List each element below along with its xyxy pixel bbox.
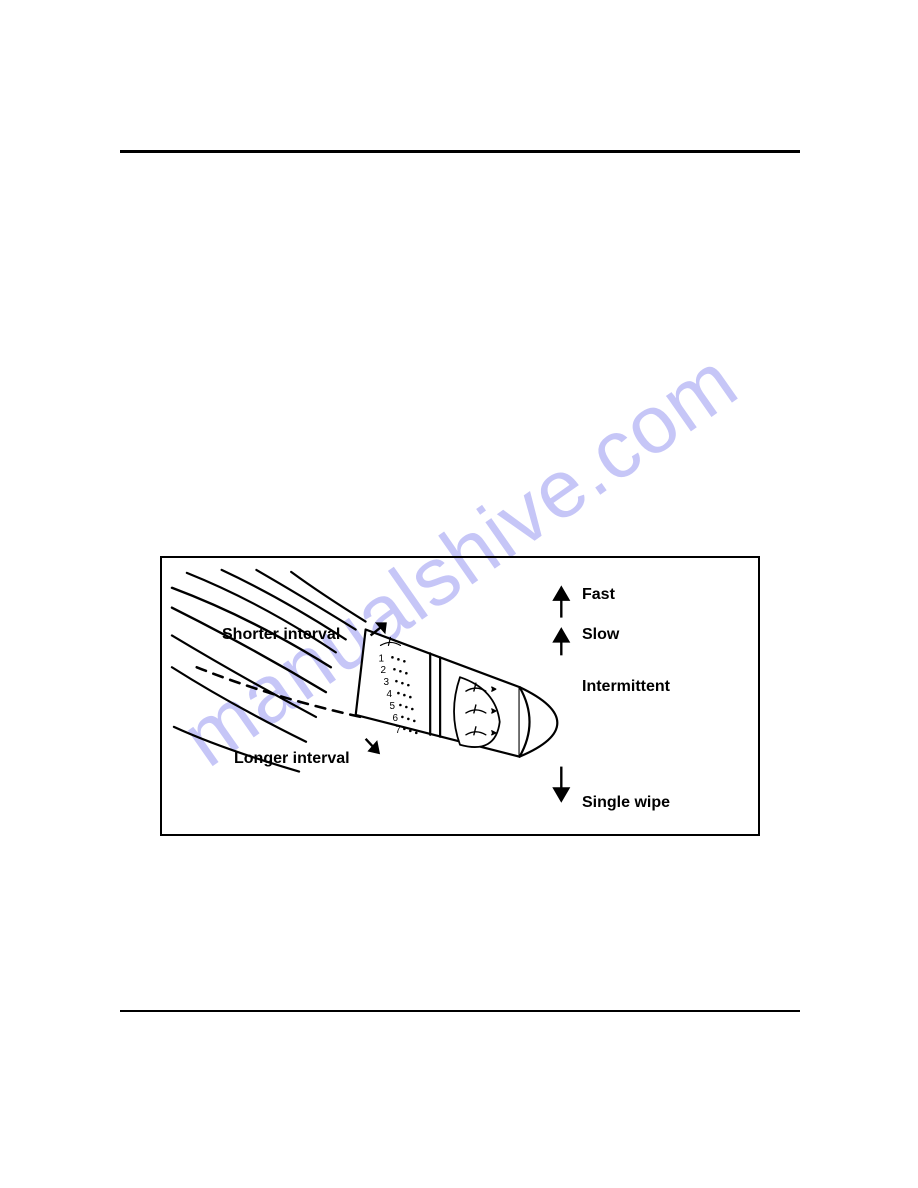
knob-num-5: 5	[389, 701, 395, 712]
label-longer-interval: Longer interval	[234, 750, 350, 768]
label-slow: Slow	[582, 626, 619, 644]
knob-num-3: 3	[384, 677, 390, 688]
knob-num-6: 6	[392, 713, 398, 724]
knob-num-1: 1	[379, 653, 385, 664]
knob-num-4: 4	[386, 689, 392, 700]
label-fast: Fast	[582, 586, 615, 604]
wiper-stalk-figure: 1 2 3 4 5 6 7	[160, 556, 760, 836]
bottom-rule	[120, 1010, 800, 1012]
page: manualshive.com	[0, 0, 918, 1188]
top-rule	[120, 150, 800, 153]
label-single-wipe: Single wipe	[582, 794, 670, 812]
label-shorter-interval: Shorter interval	[222, 626, 340, 644]
label-intermittent: Intermittent	[582, 678, 670, 696]
knob-num-7: 7	[395, 725, 401, 736]
knob-num-2: 2	[381, 665, 387, 676]
